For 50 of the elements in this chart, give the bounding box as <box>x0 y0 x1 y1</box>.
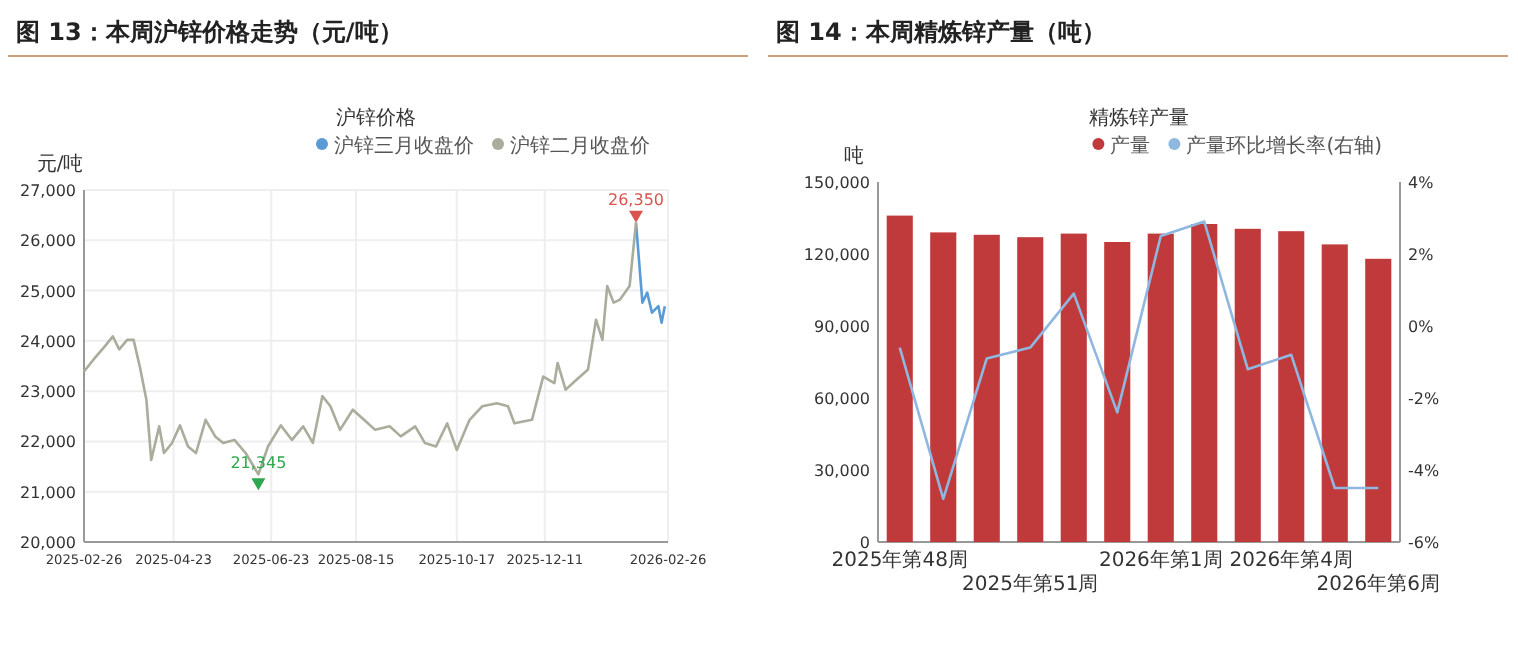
y-tick-label: 26,000 <box>20 232 76 251</box>
y-tick-label: 23,000 <box>20 383 76 402</box>
y-tick-label: 120,000 <box>803 246 870 264</box>
x-tick-label: 2025年第48周 <box>831 548 968 572</box>
y-tick-label: 24,000 <box>20 332 76 351</box>
y-axis-title: 元/吨 <box>36 152 84 176</box>
y-tick-label: 90,000 <box>814 318 870 336</box>
bar <box>1365 258 1392 542</box>
chart-subtitle: 精炼锌产量 <box>1089 106 1189 130</box>
annotation: 26,350 <box>608 190 664 209</box>
y2-tick-label: 0% <box>1408 318 1435 336</box>
line-series <box>898 220 1380 501</box>
bar <box>1104 242 1131 542</box>
legend-label: 沪锌三月收盘价 <box>334 134 474 158</box>
bar <box>973 234 1000 542</box>
bar <box>1147 233 1174 542</box>
chart-title: 图 13：本周沪锌价格走势（元/吨） <box>16 18 403 46</box>
y2-tick-label: -2% <box>1408 390 1440 408</box>
chart-title: 图 14：本周精炼锌产量（吨） <box>776 18 1106 46</box>
y-tick-label: 22,000 <box>20 433 76 452</box>
x-tick-label: 2026年第1周 <box>1098 548 1223 572</box>
y2-tick-label: -4% <box>1408 462 1440 480</box>
bar <box>930 232 957 542</box>
x-tick-label: 2026年第6周 <box>1316 572 1441 596</box>
chart-subtitle: 沪锌价格 <box>336 106 416 130</box>
bar <box>1191 224 1218 542</box>
y2-tick-label: -6% <box>1408 534 1440 552</box>
y-tick-label: 60,000 <box>814 390 870 408</box>
bar <box>1321 244 1348 542</box>
bar <box>1017 237 1044 542</box>
annotation: 21,345 <box>230 454 287 473</box>
x-tick-label: 2025年第51周 <box>962 572 1099 596</box>
bar <box>1278 231 1305 542</box>
y-tick-label: 20,000 <box>20 534 76 552</box>
y-tick-label: 30,000 <box>814 462 870 480</box>
bar <box>1060 233 1087 542</box>
y-tick-label: 27,000 <box>20 182 76 200</box>
bar <box>886 215 913 542</box>
y2-tick-label: 4% <box>1408 174 1435 192</box>
bar <box>1234 228 1261 542</box>
y-tick-label: 150,000 <box>803 174 870 192</box>
y-tick-label: 0 <box>859 534 870 552</box>
y-tick-label: 21,000 <box>20 483 76 502</box>
legend-label: 产量环比增长率(右轴) <box>1186 134 1383 158</box>
y2-tick-label: 2% <box>1408 246 1435 264</box>
y-tick-label: 25,000 <box>20 282 76 301</box>
y-axis-title: 吨 <box>844 144 864 168</box>
x-tick-label: 2026年第4周 <box>1229 548 1354 572</box>
legend-label: 产量 <box>1110 134 1151 158</box>
legend-label: 沪锌二月收盘价 <box>510 134 650 158</box>
